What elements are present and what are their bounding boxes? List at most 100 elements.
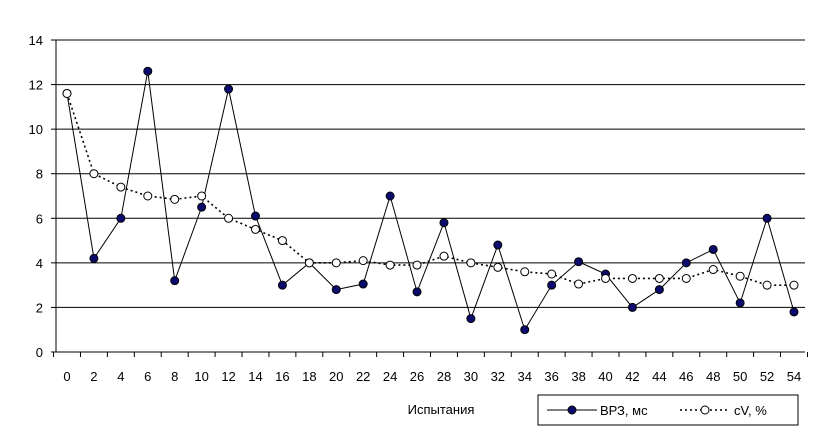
x-tick-label-28: 28 bbox=[437, 369, 451, 384]
x-tick-label-6: 6 bbox=[144, 369, 151, 384]
series-1-point-40 bbox=[601, 273, 611, 283]
axes bbox=[51, 39, 808, 357]
series-1-point-54 bbox=[789, 280, 799, 290]
series-1-point-0 bbox=[62, 88, 72, 98]
series-0-point-22 bbox=[358, 279, 368, 289]
x-tick-label-22: 22 bbox=[356, 369, 370, 384]
series-0-point-2 bbox=[89, 253, 99, 263]
x-tick-label-20: 20 bbox=[329, 369, 343, 384]
series-0-point-42 bbox=[627, 302, 637, 312]
y-tick-label-14: 14 bbox=[29, 33, 43, 48]
x-tick-label-46: 46 bbox=[679, 369, 693, 384]
series-1-point-52 bbox=[762, 280, 772, 290]
x-tick-label-42: 42 bbox=[625, 369, 639, 384]
series-0-point-24 bbox=[385, 191, 395, 201]
x-tick-label-38: 38 bbox=[571, 369, 585, 384]
series-0-point-36 bbox=[547, 280, 557, 290]
series-1-point-16 bbox=[277, 236, 287, 246]
series-1-point-12 bbox=[224, 213, 234, 223]
series-0-point-30 bbox=[466, 314, 476, 324]
series-1-point-24 bbox=[385, 260, 395, 270]
series-1-point-14 bbox=[250, 224, 260, 234]
series-1-point-8 bbox=[170, 194, 180, 204]
x-tick-label-0: 0 bbox=[63, 369, 70, 384]
series-1-point-20 bbox=[331, 258, 341, 268]
series-1-point-42 bbox=[627, 273, 637, 283]
y-tick-labels: 0 2 4 6 8 10 12 14 bbox=[29, 33, 43, 360]
series-0-point-54 bbox=[789, 307, 799, 317]
series-0-point-16 bbox=[277, 280, 287, 290]
series-0-point-48 bbox=[708, 244, 718, 254]
series-1-point-10 bbox=[197, 191, 207, 201]
x-tick-label-4: 4 bbox=[117, 369, 124, 384]
series-1-point-38 bbox=[574, 279, 584, 289]
x-tick-label-52: 52 bbox=[760, 369, 774, 384]
series-1-point-32 bbox=[493, 262, 503, 272]
series-0-point-34 bbox=[520, 325, 530, 335]
series-0-point-14 bbox=[250, 211, 260, 221]
series-0-line bbox=[66, 71, 795, 331]
y-tick-label-4: 4 bbox=[36, 256, 43, 271]
y-tick-label-0: 0 bbox=[36, 345, 43, 360]
series-1-point-2 bbox=[89, 169, 99, 179]
series-1-point-6 bbox=[143, 191, 153, 201]
series-0-point-10 bbox=[197, 202, 207, 212]
series-0-point-6 bbox=[143, 66, 153, 76]
x-tick-label-18: 18 bbox=[302, 369, 316, 384]
series-1-point-30 bbox=[466, 258, 476, 268]
legend: ВРЗ, мс cV, % bbox=[537, 394, 799, 426]
legend-label-series-0: ВРЗ, мс bbox=[600, 403, 648, 418]
x-tick-label-30: 30 bbox=[464, 369, 478, 384]
series-0-point-28 bbox=[439, 218, 449, 228]
x-tick-label-34: 34 bbox=[518, 369, 532, 384]
series-1-point-4 bbox=[116, 182, 126, 192]
y-tick-label-10: 10 bbox=[29, 122, 43, 137]
x-tick-label-24: 24 bbox=[383, 369, 397, 384]
y-tick-label-8: 8 bbox=[36, 167, 43, 182]
x-tick-label-16: 16 bbox=[275, 369, 289, 384]
series-0-point-44 bbox=[654, 285, 664, 295]
x-tick-label-14: 14 bbox=[248, 369, 262, 384]
x-tick-label-50: 50 bbox=[733, 369, 747, 384]
series-1-point-22 bbox=[358, 256, 368, 266]
x-tick-label-32: 32 bbox=[491, 369, 505, 384]
series-group bbox=[62, 66, 799, 335]
x-tick-label-48: 48 bbox=[706, 369, 720, 384]
series-0-point-8 bbox=[170, 276, 180, 286]
legend-swatch-marker-1 bbox=[700, 405, 710, 415]
series-1-point-28 bbox=[439, 251, 449, 261]
x-tick-label-40: 40 bbox=[598, 369, 612, 384]
series-0-point-4 bbox=[116, 213, 126, 223]
x-tick-label-26: 26 bbox=[410, 369, 424, 384]
x-tick-label-12: 12 bbox=[221, 369, 235, 384]
series-0-point-46 bbox=[681, 258, 691, 268]
series-1-point-46 bbox=[681, 273, 691, 283]
y-tick-label-6: 6 bbox=[36, 211, 43, 226]
legend-label-series-1: cV, % bbox=[734, 403, 767, 418]
x-tick-label-44: 44 bbox=[652, 369, 666, 384]
x-tick-label-36: 36 bbox=[544, 369, 558, 384]
x-tick-label-2: 2 bbox=[90, 369, 97, 384]
legend-swatch-marker-0 bbox=[567, 405, 577, 415]
series-0-point-20 bbox=[331, 285, 341, 295]
x-tick-label-54: 54 bbox=[787, 369, 801, 384]
series-0-point-50 bbox=[735, 298, 745, 308]
series-1-point-36 bbox=[547, 269, 557, 279]
series-0-point-52 bbox=[762, 213, 772, 223]
x-axis-title: Испытания bbox=[408, 402, 475, 417]
series-0-point-32 bbox=[493, 240, 503, 250]
x-tick-label-8: 8 bbox=[171, 369, 178, 384]
y-tick-label-2: 2 bbox=[36, 300, 43, 315]
series-0-point-26 bbox=[412, 287, 422, 297]
y-tick-label-12: 12 bbox=[29, 78, 43, 93]
series-1-point-48 bbox=[708, 265, 718, 275]
series-1-point-34 bbox=[520, 267, 530, 277]
x-tick-labels: 0 2 4 6 8 10 12 14 16 18 20 22 24 26 28 30 32 34 36 38 40 42 4… bbox=[63, 369, 801, 384]
series-1-point-18 bbox=[304, 258, 314, 268]
series-0-point-38 bbox=[574, 257, 584, 267]
series-0-point-12 bbox=[224, 84, 234, 94]
series-1-point-44 bbox=[654, 273, 664, 283]
series-1-point-26 bbox=[412, 260, 422, 270]
x-tick-label-10: 10 bbox=[194, 369, 208, 384]
